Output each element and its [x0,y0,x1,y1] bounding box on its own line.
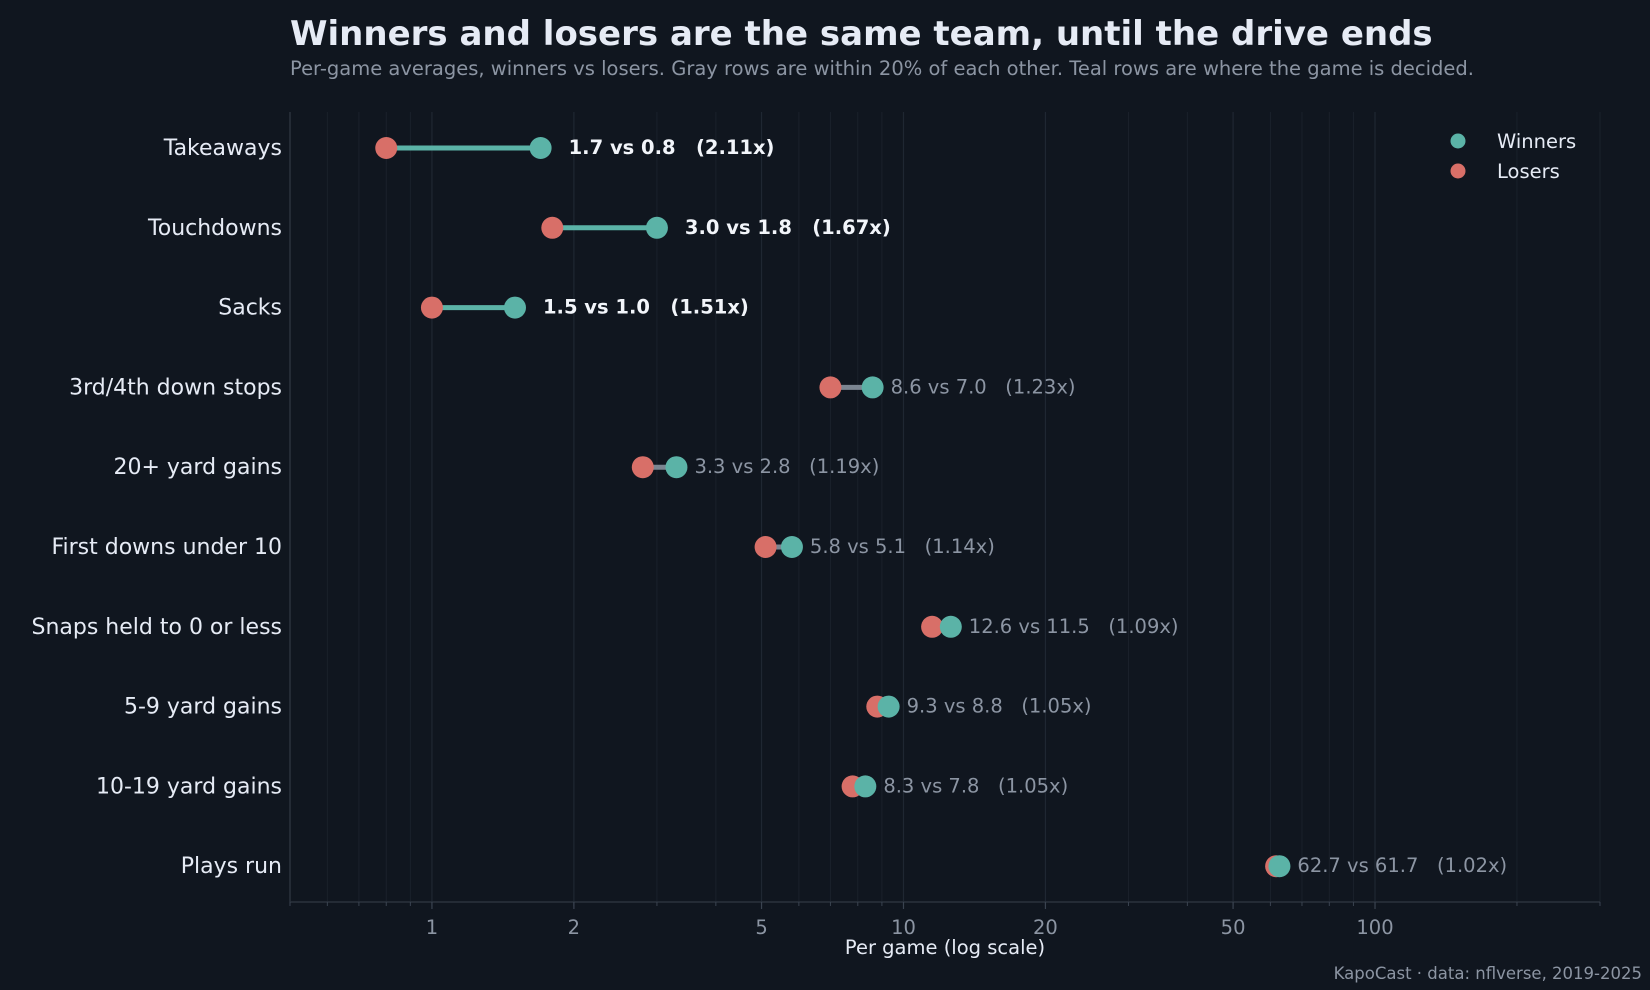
x-tick-label: 20 [1033,916,1058,939]
value-annotation: 3.0 vs 1.8 (1.67x) [685,216,891,239]
value-annotation: 12.6 vs 11.5 (1.09x) [969,615,1179,638]
x-tick-label: 50 [1221,916,1246,939]
losers-point [420,296,443,319]
value-annotation: 1.7 vs 0.8 (2.11x) [569,136,775,159]
chart-title: Winners and losers are the same team, un… [290,14,1433,54]
legend-marker-losers [1450,163,1466,179]
losers-point [375,137,398,159]
value-annotation: 9.3 vs 8.8 (1.05x) [907,695,1092,718]
row-label: Touchdowns [147,216,282,241]
row-label: Sacks [218,296,282,321]
winners-point [854,775,877,798]
value-annotation: 62.7 vs 61.7 (1.02x) [1297,854,1507,877]
winners-point [665,456,688,479]
row-label: 10-19 yard gains [96,774,282,799]
value-annotation: 5.8 vs 5.1 (1.14x) [810,535,995,558]
winners-point [1268,855,1291,878]
losers-point [754,536,777,558]
x-tick-label: 1 [426,916,438,939]
losers-point [819,376,842,399]
row-label: 20+ yard gains [113,455,282,480]
winners-point [529,137,552,159]
value-annotation: 8.6 vs 7.0 (1.23x) [891,375,1076,398]
winners-point [780,536,803,558]
chart-subtitle: Per-game averages, winners vs losers. Gr… [290,57,1475,80]
losers-point [541,216,564,239]
data-credit: KapoCast · data: nflverse, 2019-2025 [1333,964,1642,983]
winners-point [877,695,900,718]
x-tick-label: 5 [755,916,767,939]
winners-point [645,216,668,239]
winners-point [861,376,884,399]
value-annotation: 8.3 vs 7.8 (1.05x) [883,774,1068,797]
row-label: 3rd/4th down stops [69,375,282,400]
x-axis-label: Per game (log scale) [845,936,1045,959]
x-tick-label: 100 [1356,916,1393,939]
row-label: Plays run [181,854,282,879]
x-tick-label: 2 [568,916,580,939]
value-annotation: 1.5 vs 1.0 (1.51x) [543,296,749,319]
losers-point [921,615,944,638]
x-tick-label: 10 [891,916,916,939]
legend-label-losers: Losers [1497,160,1560,183]
row-label: Snaps held to 0 or less [32,615,283,640]
winners-point [939,615,962,638]
legend-marker-winners [1450,133,1466,149]
value-annotation: 3.3 vs 2.8 (1.19x) [694,455,879,478]
row-label: First downs under 10 [51,535,282,560]
row-label: Takeaways [163,136,282,161]
legend-label-winners: Winners [1497,130,1576,153]
row-label: 5-9 yard gains [124,695,282,720]
losers-point [631,456,654,479]
winners-point [503,296,526,319]
